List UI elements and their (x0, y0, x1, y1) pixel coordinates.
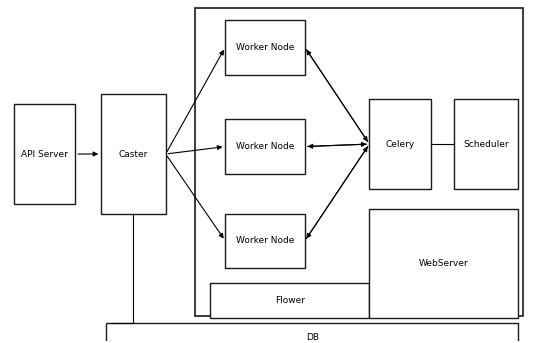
Bar (101, 94, 166, 214)
Bar (369, 99, 431, 189)
Bar (225, 20, 305, 74)
Text: Scheduler: Scheduler (463, 140, 509, 149)
Bar (225, 119, 305, 174)
Text: Caster: Caster (119, 150, 148, 158)
Text: Celery: Celery (385, 140, 415, 149)
Text: Worker Node: Worker Node (236, 43, 294, 52)
Bar (14, 104, 75, 204)
Bar (210, 283, 369, 318)
Bar (225, 214, 305, 268)
Text: WebServer: WebServer (419, 259, 469, 268)
Text: Flower: Flower (275, 296, 305, 305)
Text: DB: DB (306, 333, 319, 342)
Bar (106, 323, 518, 343)
Bar (369, 209, 518, 318)
Bar (454, 99, 518, 189)
Text: Worker Node: Worker Node (236, 236, 294, 246)
Bar (196, 8, 524, 316)
Text: Worker Node: Worker Node (236, 142, 294, 151)
Text: API Server: API Server (21, 150, 68, 158)
